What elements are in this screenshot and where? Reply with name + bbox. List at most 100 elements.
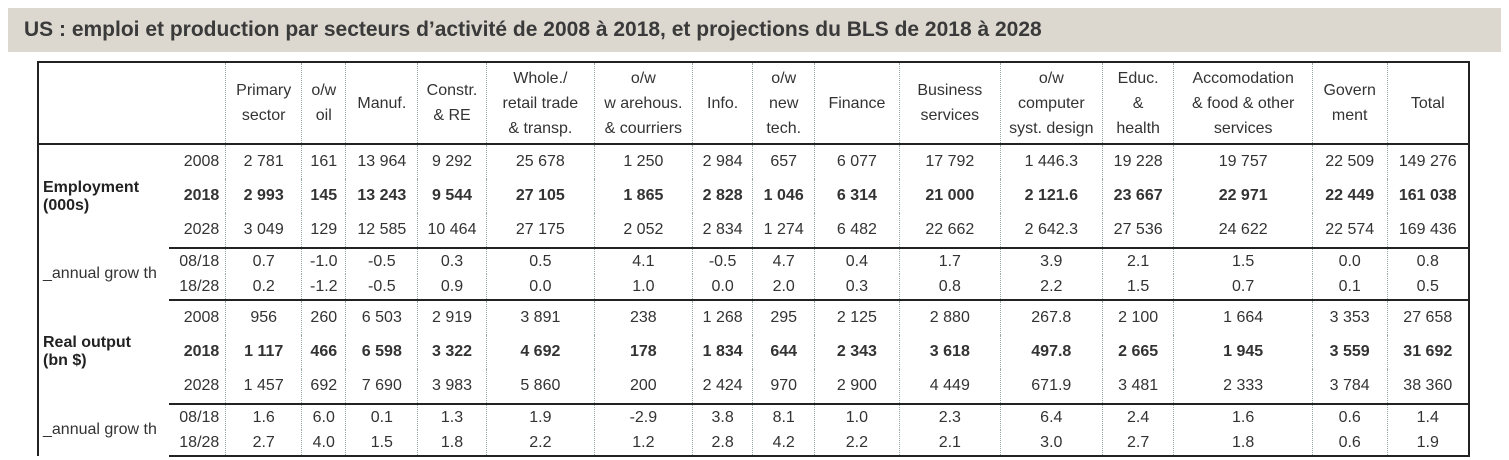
table-cell: 1 268 — [691, 300, 753, 335]
table-cell: 1 457 — [225, 369, 302, 405]
column-header-line: oil — [315, 107, 332, 124]
column-header-line: syst. design — [1009, 119, 1094, 137]
table-cell: 2 900 — [814, 369, 900, 405]
page-title: US : emploi et production par secteurs d… — [24, 18, 1042, 41]
column-header-line: sector — [241, 107, 286, 124]
table-cell: 2 781 — [225, 144, 302, 179]
table-cell: 0.8 — [898, 274, 1001, 301]
table-cell: 1.6 — [1173, 404, 1313, 430]
title-bar: US : emploi et production par secteurs d… — [8, 8, 1501, 52]
table-cell: 2 333 — [1173, 369, 1313, 405]
table-cell: 0.7 — [1173, 274, 1313, 301]
column-header-line: Govern — [1323, 82, 1376, 99]
table-cell: 0.6 — [1311, 430, 1388, 457]
table-cell: 6.4 — [999, 404, 1103, 430]
table-cell: 0.4 — [814, 248, 900, 274]
column-header-line: services — [1213, 119, 1273, 137]
table-cell: 1.0 — [593, 274, 693, 301]
table-cell: 3 049 — [225, 213, 302, 249]
table-cell: 27 105 — [485, 179, 595, 213]
row-group-label-line: Real output — [43, 334, 131, 351]
table-cell: 27 175 — [485, 213, 595, 249]
table-cell: 2.4 — [1101, 404, 1174, 430]
table-cell: 1.9 — [485, 404, 595, 430]
column-header-line: & — [1132, 94, 1144, 112]
table-row: _annual grow th 08/18 1.6 6.0 0.1 1.3 1.9 -2.9 3… — [36, 404, 1470, 456]
table-cell: 9 544 — [417, 179, 487, 213]
table-cell: 1.2 — [593, 430, 693, 457]
table-cell: 17 792 — [898, 144, 1001, 179]
table-cell: 4.7 — [752, 248, 815, 274]
column-header-line: retail trade — [502, 94, 579, 112]
column-header: o/w w arehous. & courriers — [593, 61, 693, 145]
table-cell: 19 757 — [1173, 144, 1313, 179]
column-header-line: & RE — [433, 107, 471, 124]
column-header-line: o/w — [771, 69, 797, 87]
table-cell: 161 — [301, 144, 346, 179]
column-header-line: o/w — [1038, 69, 1064, 87]
table-cell: 4 692 — [485, 335, 595, 369]
table-cell: 3 618 — [898, 335, 1001, 369]
table-cell: 2 880 — [898, 300, 1001, 335]
table-cell: 19 228 — [1101, 144, 1174, 179]
column-header-line: Finance — [828, 94, 886, 112]
column-header-line: computer — [1017, 94, 1085, 112]
row-group-label-line: Employment — [43, 178, 140, 196]
column-header: Educ. & health — [1101, 61, 1174, 145]
table-cell: 145 — [301, 179, 346, 213]
table-cell: 6 077 — [814, 144, 900, 179]
column-header: Manuf. — [345, 61, 418, 145]
table-cell: 10 464 — [417, 213, 487, 249]
table-cell: 1.6 — [225, 404, 302, 430]
table-cell: 3.0 — [999, 430, 1103, 457]
column-header-line: w arehous. — [604, 94, 683, 112]
table-cell: 1.5 — [1101, 274, 1174, 301]
table-cell: 0.9 — [417, 274, 487, 301]
table-cell: 644 — [752, 335, 815, 369]
table-cell: -0.5 — [345, 248, 418, 274]
table-cell: 4.1 — [593, 248, 693, 274]
table-cell: 1 865 — [593, 179, 693, 213]
table-cell: 3 559 — [1311, 335, 1388, 369]
table-cell: 0.8 — [1386, 248, 1470, 274]
table-cell: 2 642.3 — [999, 213, 1103, 249]
table-cell: 3.8 — [691, 404, 753, 430]
table-row: 2018 2 993 145 13 243 9 544 27 105 1 865 2 828 1… — [38, 179, 1470, 213]
table-cell: 267.8 — [999, 300, 1103, 335]
table-cell: 692 — [301, 369, 346, 405]
column-header-line: o/w — [630, 69, 656, 87]
table-cell: 466 — [301, 335, 346, 369]
table-cell: 178 — [593, 335, 693, 369]
table-cell: 260 — [301, 300, 346, 335]
table-cell: 2.2 — [814, 430, 900, 457]
table-cell: 2 052 — [593, 213, 693, 249]
column-header-line: Primary — [236, 82, 292, 99]
table-cell: 22 449 — [1311, 179, 1388, 213]
table-cell: 31 692 — [1386, 335, 1470, 369]
table-cell: 27 536 — [1101, 213, 1174, 249]
table-row: _annual grow th 08/18 0.7 -1.0 -0.5 0.3 0.5 4.1… — [36, 248, 1470, 300]
column-header: Total — [1386, 61, 1470, 145]
table-cell: 200 — [593, 369, 693, 405]
table-row: Employment (000s) 2008 2 781 161 13 964 9 292 2… — [36, 144, 1470, 248]
table-cell: 3 983 — [417, 369, 487, 405]
table-cell: 0.5 — [485, 248, 595, 274]
table-cell: 3 784 — [1311, 369, 1388, 405]
row-year: 08/18 — [179, 408, 220, 426]
table-cell: 671.9 — [999, 369, 1103, 405]
table-cell: 0.0 — [485, 274, 595, 301]
row-group-label: Real output (bn $) — [36, 300, 170, 404]
table-cell: 23 667 — [1101, 179, 1174, 213]
table-cell: 2 993 — [225, 179, 302, 213]
table-cell: 0.7 — [225, 248, 302, 274]
table-cell: 3 353 — [1311, 300, 1388, 335]
table-cell: 2 125 — [814, 300, 900, 335]
table-cell: -0.5 — [345, 274, 418, 301]
table-row: 18/28 0.2 -1.2 -0.5 0.9 0.0 1.0 0.0 2.0 0.3 0.8 2.2… — [38, 274, 1470, 301]
table-cell: 0.5 — [1386, 274, 1470, 301]
table-cell: 1 945 — [1173, 335, 1313, 369]
table-cell: 1.5 — [1173, 248, 1313, 274]
table-cell: 2 665 — [1101, 335, 1174, 369]
row-group-label: _annual grow th — [36, 248, 170, 300]
table-cell: 6 503 — [345, 300, 418, 335]
